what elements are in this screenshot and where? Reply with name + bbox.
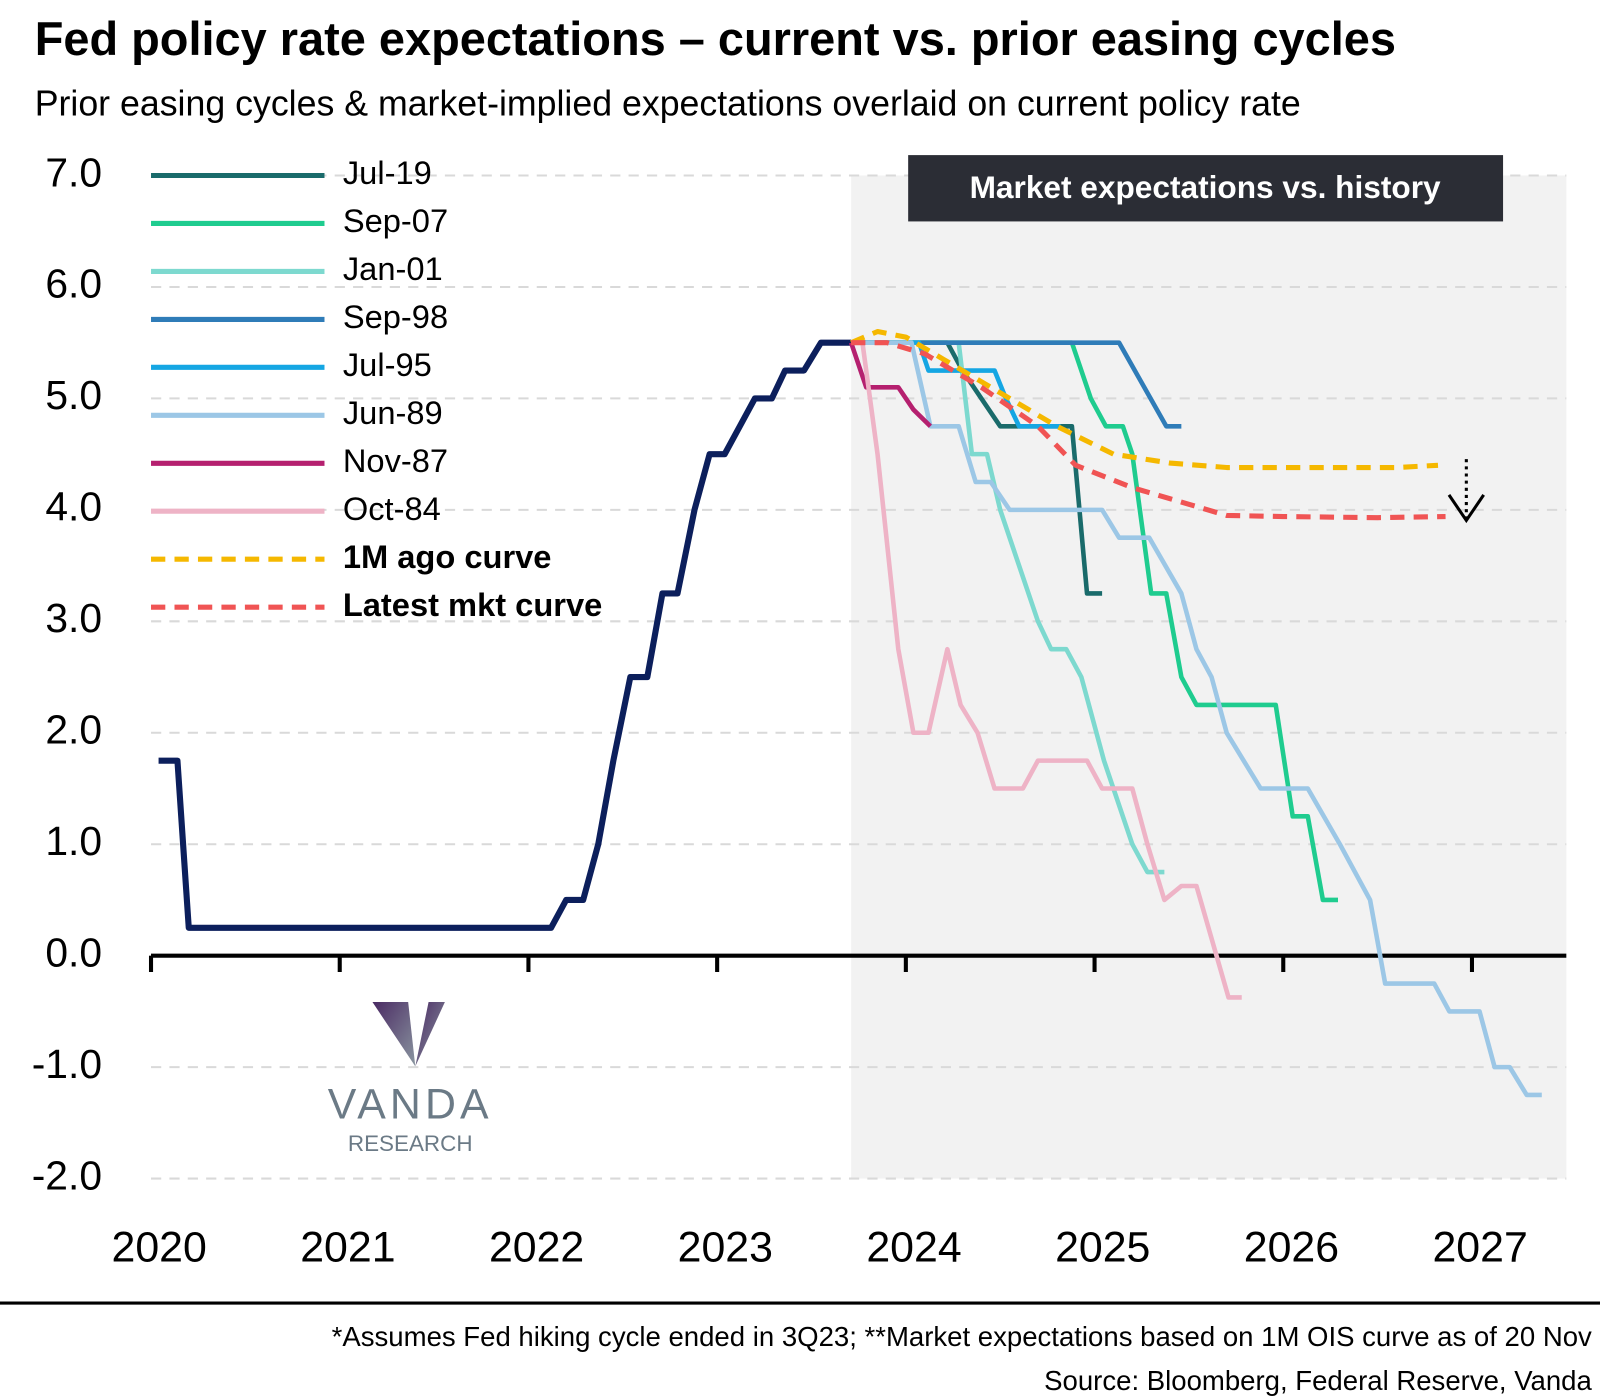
x-tick-label: 2026 [1244, 1223, 1339, 1271]
y-tick-label: 1.0 [45, 818, 102, 864]
legend-label: Latest mkt curve [343, 586, 602, 623]
series-line [851, 340, 1338, 903]
source: Source: Bloomberg, Federal Reserve, Vand… [1044, 1365, 1592, 1396]
series-line [851, 340, 1542, 1098]
legend-label: Jul-19 [343, 154, 432, 191]
policy-rate-line [158, 339, 852, 931]
y-tick-label: 0.0 [45, 929, 102, 975]
x-tick-label: 2027 [1432, 1223, 1527, 1271]
legend-label: Sep-98 [343, 298, 448, 335]
x-tick-label: 2021 [300, 1223, 395, 1271]
series-line [851, 340, 1182, 429]
series-line [851, 340, 1165, 875]
y-tick-label: 4.0 [45, 484, 102, 530]
chart-title: Fed policy rate expectations – current v… [35, 13, 1396, 65]
x-tick-label: 2020 [112, 1223, 207, 1271]
legend-label: 1M ago curve [343, 538, 552, 575]
series-line [860, 342, 1242, 1000]
series-line [851, 340, 1446, 521]
annotation-box [908, 155, 1504, 222]
chart-subtitle: Prior easing cycles & market-implied exp… [35, 84, 1301, 124]
y-tick-label: -2.0 [32, 1152, 102, 1198]
y-tick-label: 5.0 [45, 372, 102, 418]
logo: VANDA RESEARCH [328, 1002, 493, 1156]
legend-label: Jul-95 [343, 346, 432, 383]
y-tick-label: 3.0 [45, 595, 102, 641]
y-tick-label: 7.0 [45, 149, 102, 195]
series-line [851, 340, 1103, 596]
down-arrow [1447, 459, 1485, 524]
legend-label: Nov-87 [343, 442, 448, 479]
legend-label: Sep-07 [343, 202, 448, 239]
legend-label: Oct-84 [343, 490, 441, 527]
annotation: Market expectations vs. history [970, 169, 1441, 205]
logo-name: VANDA [328, 1080, 493, 1128]
x-tick-label: 2024 [866, 1223, 961, 1271]
legend-label: Jan-01 [343, 250, 443, 287]
logo-sub: RESEARCH [348, 1131, 473, 1156]
footnote: *Assumes Fed hiking cycle ended in 3Q23;… [332, 1321, 1592, 1352]
legend-label: Jun-89 [343, 394, 443, 431]
series-line [850, 328, 1439, 471]
y-tick-label: 6.0 [45, 261, 102, 307]
y-tick-label: 2.0 [45, 707, 102, 753]
shaded-region [851, 175, 1567, 1179]
series-line [848, 341, 932, 428]
x-tick-label: 2023 [678, 1223, 773, 1271]
plot-area: -2.0 -1.0 0.0 1.0 2.0 3.0 4.0 5.0 6.0 7.0 2020 2021… [32, 149, 1567, 1271]
x-tick-label: 2022 [489, 1223, 584, 1271]
x-tick-label: 2025 [1055, 1223, 1150, 1271]
y-tick-label: -1.0 [32, 1041, 102, 1087]
